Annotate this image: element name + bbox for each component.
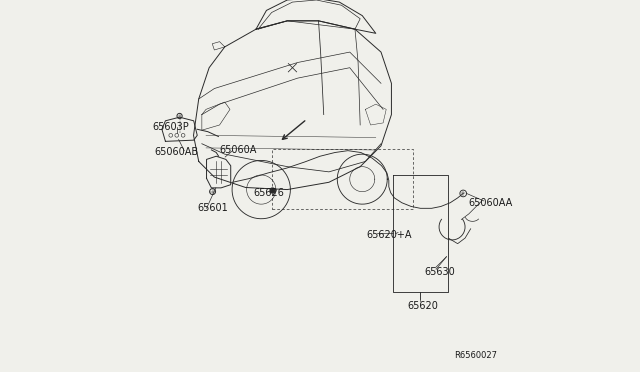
Text: 65620+A: 65620+A: [367, 230, 412, 240]
Text: 65626: 65626: [253, 188, 284, 198]
Text: 65630: 65630: [424, 267, 455, 276]
Text: 65060AB: 65060AB: [154, 147, 198, 157]
Text: R6560027: R6560027: [454, 351, 497, 360]
Text: 65060AA: 65060AA: [468, 198, 513, 208]
Text: 65620: 65620: [408, 301, 438, 311]
Text: 65060A: 65060A: [220, 145, 257, 154]
Bar: [271, 149, 413, 209]
Text: 65603P: 65603P: [152, 122, 189, 132]
Text: 65601: 65601: [197, 203, 228, 213]
